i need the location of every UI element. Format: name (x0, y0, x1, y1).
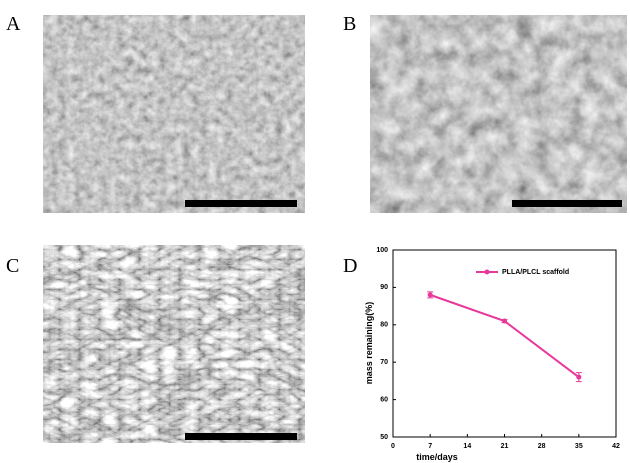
scale-bar (185, 200, 297, 207)
x-tick-label: 7 (428, 443, 432, 450)
figure: A B C D time/days mass remaining(%) 50 60… (0, 0, 630, 463)
sem-image (43, 15, 305, 213)
data-line (430, 295, 579, 377)
y-tick-label: 60 (380, 396, 388, 403)
y-tick-label: 50 (380, 434, 388, 441)
plot-frame (393, 250, 616, 437)
panel-label: C (6, 255, 19, 277)
x-tick-label: 42 (612, 443, 620, 450)
sem-image (43, 245, 305, 443)
panel-label: D (343, 255, 357, 277)
x-axis-label: time/days (416, 452, 458, 462)
legend-label: PLLA/PLCL scaffold (502, 269, 569, 276)
data-point (576, 375, 581, 380)
panel-label: A (6, 13, 21, 35)
x-tick-label: 0 (391, 443, 395, 450)
y-axis-label: mass remaining(%) (364, 302, 374, 385)
y-tick-label: 90 (380, 284, 388, 291)
panel-label: B (343, 13, 356, 35)
x-tick-label: 14 (463, 443, 471, 450)
legend-marker (485, 270, 490, 275)
scale-bar (185, 433, 297, 440)
x-tick-label: 21 (501, 443, 509, 450)
x-tick-label: 35 (575, 443, 583, 450)
y-tick-label: 80 (380, 322, 388, 329)
x-tick-label: 28 (538, 443, 546, 450)
sem-image (370, 15, 627, 213)
y-tick-label: 100 (376, 247, 388, 254)
data-point (428, 292, 433, 297)
scale-bar (512, 200, 622, 207)
data-point (502, 319, 507, 324)
y-tick-label: 70 (380, 359, 388, 366)
